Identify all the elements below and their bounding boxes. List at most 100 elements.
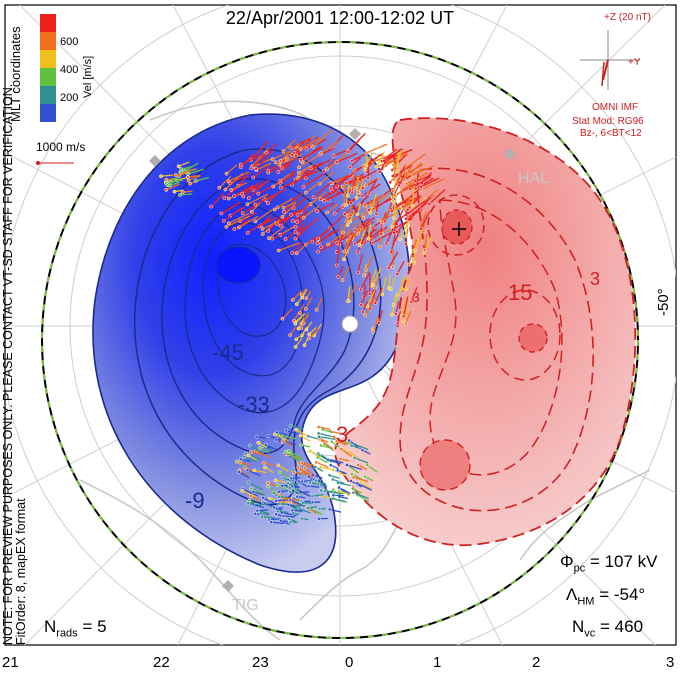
- vector-origin: [404, 217, 407, 220]
- mlt-tick: 2: [532, 654, 540, 671]
- vector-origin: [307, 435, 310, 438]
- vector-origin: [272, 506, 275, 509]
- vector-origin: [246, 469, 249, 472]
- vector-origin: [284, 450, 287, 453]
- contour-label: 3: [336, 422, 348, 447]
- vector-origin: [380, 224, 383, 227]
- vector-origin: [341, 185, 344, 188]
- vector-origin: [319, 198, 322, 201]
- vector-origin: [289, 424, 292, 427]
- vector-origin: [296, 213, 299, 216]
- latitude-label: -50°: [655, 288, 672, 316]
- mlt-tick: 21: [2, 654, 19, 671]
- vector-origin: [271, 158, 274, 161]
- vector-origin: [270, 521, 273, 524]
- vector-origin: [178, 193, 181, 196]
- colorbar-tick: 200: [60, 92, 78, 104]
- vector-origin: [223, 196, 226, 199]
- vector-origin: [405, 235, 408, 238]
- vector-origin: [289, 490, 292, 493]
- vector-origin: [349, 479, 352, 482]
- vector-origin: [428, 202, 431, 205]
- vector-origin: [227, 222, 230, 225]
- vector-origin: [396, 272, 399, 275]
- contour-label: 3: [412, 289, 420, 305]
- vector-origin: [305, 147, 308, 150]
- colorbar-tick: 600: [60, 36, 78, 48]
- vector-origin: [279, 224, 282, 227]
- vector-origin: [375, 212, 378, 215]
- vector-origin: [305, 328, 308, 331]
- vector-origin: [284, 237, 287, 240]
- vector-origin: [324, 489, 327, 492]
- vector-origin: [356, 251, 359, 254]
- vector-origin: [289, 333, 292, 336]
- vector-origin: [315, 308, 318, 311]
- colorbar-label: Vel [m/s]: [82, 56, 94, 98]
- vector-origin: [396, 170, 399, 173]
- velocity-vector: [344, 186, 345, 205]
- vector-origin: [275, 438, 278, 441]
- radar-count: Nrads = 5: [44, 617, 107, 639]
- vector-origin: [319, 152, 322, 155]
- vector-origin: [404, 242, 407, 245]
- vector-origin: [227, 197, 230, 200]
- vector-origin: [292, 511, 295, 514]
- vector-origin: [165, 188, 168, 191]
- vector-origin: [332, 494, 335, 497]
- vector-origin: [411, 204, 414, 207]
- vector-origin: [222, 219, 225, 222]
- vector-origin: [249, 450, 252, 453]
- vector-origin: [398, 184, 401, 187]
- vector-origin: [309, 449, 312, 452]
- vector-origin: [389, 288, 392, 291]
- vector-origin: [409, 187, 412, 190]
- vector-origin: [335, 264, 338, 267]
- cross-polar-cap-potential: Φpc = 107 kV: [560, 552, 658, 574]
- n-vc-value: 460: [615, 617, 643, 636]
- vector-origin: [351, 191, 354, 194]
- vector-origin: [267, 229, 270, 232]
- vector-origin: [290, 213, 293, 216]
- vector-origin: [299, 434, 302, 437]
- vector-origin: [304, 191, 307, 194]
- vector-origin: [353, 242, 356, 245]
- n-rads-value: 5: [97, 617, 106, 636]
- vector-origin: [419, 227, 422, 230]
- vector-origin: [286, 482, 289, 485]
- vector-origin: [323, 199, 326, 202]
- vector-origin: [296, 495, 299, 498]
- vector-origin: [282, 210, 285, 213]
- vector-origin: [361, 194, 364, 197]
- vector-origin: [367, 237, 370, 240]
- stat-model-label: Stat Mod: RG96: [572, 116, 644, 127]
- vector-origin: [364, 184, 367, 187]
- vector-origin: [345, 203, 348, 206]
- vector-origin: [287, 449, 290, 452]
- vector-origin: [329, 463, 332, 466]
- vector-origin: [307, 337, 310, 340]
- vector-origin: [423, 251, 426, 254]
- vector-origin: [239, 458, 242, 461]
- vector-origin: [293, 151, 296, 154]
- vector-origin: [247, 481, 250, 484]
- vector-origin: [271, 237, 274, 240]
- vector-origin: [256, 509, 259, 512]
- vector-origin: [252, 490, 255, 493]
- vector-origin: [308, 481, 311, 484]
- vector-origin: [250, 167, 253, 170]
- vector-origin: [378, 170, 381, 173]
- vector-origin: [338, 489, 341, 492]
- vector-origin: [307, 485, 310, 488]
- vector-count: Nvc = 460: [572, 617, 643, 639]
- vector-origin: [239, 163, 242, 166]
- vector-origin: [220, 212, 223, 215]
- vector-origin: [392, 231, 395, 234]
- velocity-vector: [404, 166, 405, 180]
- vector-origin: [290, 477, 293, 480]
- vector-origin: [355, 196, 358, 199]
- vector-origin: [304, 307, 307, 310]
- vector-origin: [422, 230, 425, 233]
- vector-origin: [186, 175, 189, 178]
